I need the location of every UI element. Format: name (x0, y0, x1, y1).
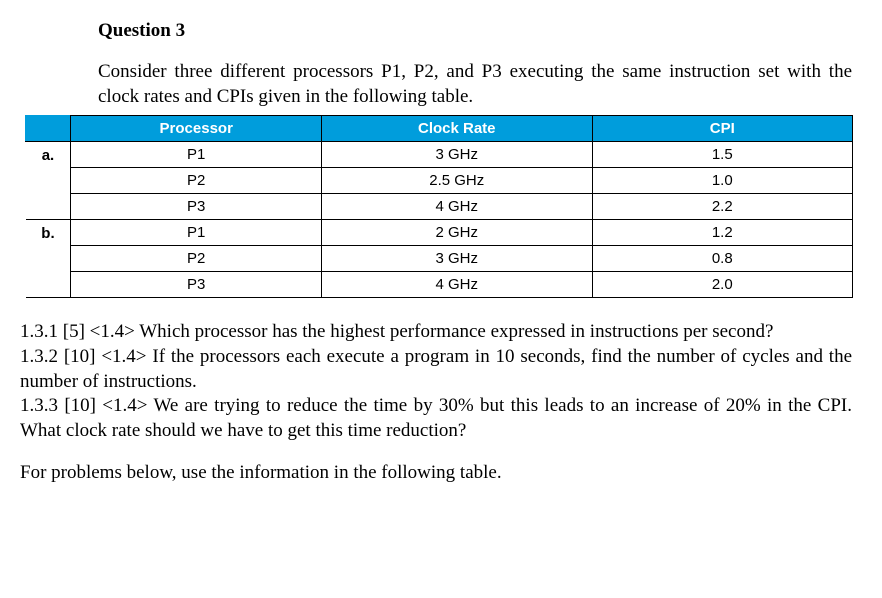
cell-proc: P3 (71, 194, 322, 220)
cell-cpi: 0.8 (592, 246, 853, 272)
row-label (26, 194, 71, 220)
subquestion-132: 1.3.2 [10] <1.4> If the processors each … (20, 345, 852, 394)
cell-rate: 2 GHz (322, 220, 592, 246)
processor-table: Processor Clock Rate CPI a. P1 3 GHz 1.5… (25, 115, 853, 298)
cell-cpi: 1.2 (592, 220, 853, 246)
cell-rate: 2.5 GHz (322, 168, 592, 194)
cell-cpi: 1.0 (592, 168, 853, 194)
cell-cpi: 2.0 (592, 272, 853, 298)
table-row: P2 3 GHz 0.8 (26, 246, 853, 272)
question-heading: Question 3 (98, 20, 852, 42)
cell-proc: P3 (71, 272, 322, 298)
table-row: P2 2.5 GHz 1.0 (26, 168, 853, 194)
cell-proc: P1 (71, 220, 322, 246)
row-label (26, 168, 71, 194)
cell-proc: P1 (71, 142, 322, 168)
row-label: b. (26, 220, 71, 246)
col-header-clockrate: Clock Rate (322, 116, 592, 142)
cell-rate: 3 GHz (322, 246, 592, 272)
table-row: b. P1 2 GHz 1.2 (26, 220, 853, 246)
row-label (26, 246, 71, 272)
row-label: a. (26, 142, 71, 168)
cell-proc: P2 (71, 168, 322, 194)
cell-rate: 4 GHz (322, 272, 592, 298)
table-corner (26, 116, 71, 142)
subquestion-133: 1.3.3 [10] <1.4> We are trying to reduce… (20, 394, 852, 443)
footer-note: For problems below, use the information … (20, 462, 852, 484)
subquestion-131: 1.3.1 [5] <1.4> Which processor has the … (20, 320, 852, 345)
col-header-processor: Processor (71, 116, 322, 142)
question-intro: Consider three different processors P1, … (98, 60, 852, 109)
cell-rate: 4 GHz (322, 194, 592, 220)
table-row: P3 4 GHz 2.2 (26, 194, 853, 220)
cell-proc: P2 (71, 246, 322, 272)
col-header-cpi: CPI (592, 116, 853, 142)
row-label (26, 272, 71, 298)
cell-rate: 3 GHz (322, 142, 592, 168)
cell-cpi: 2.2 (592, 194, 853, 220)
table-row: a. P1 3 GHz 1.5 (26, 142, 853, 168)
table-row: P3 4 GHz 2.0 (26, 272, 853, 298)
cell-cpi: 1.5 (592, 142, 853, 168)
